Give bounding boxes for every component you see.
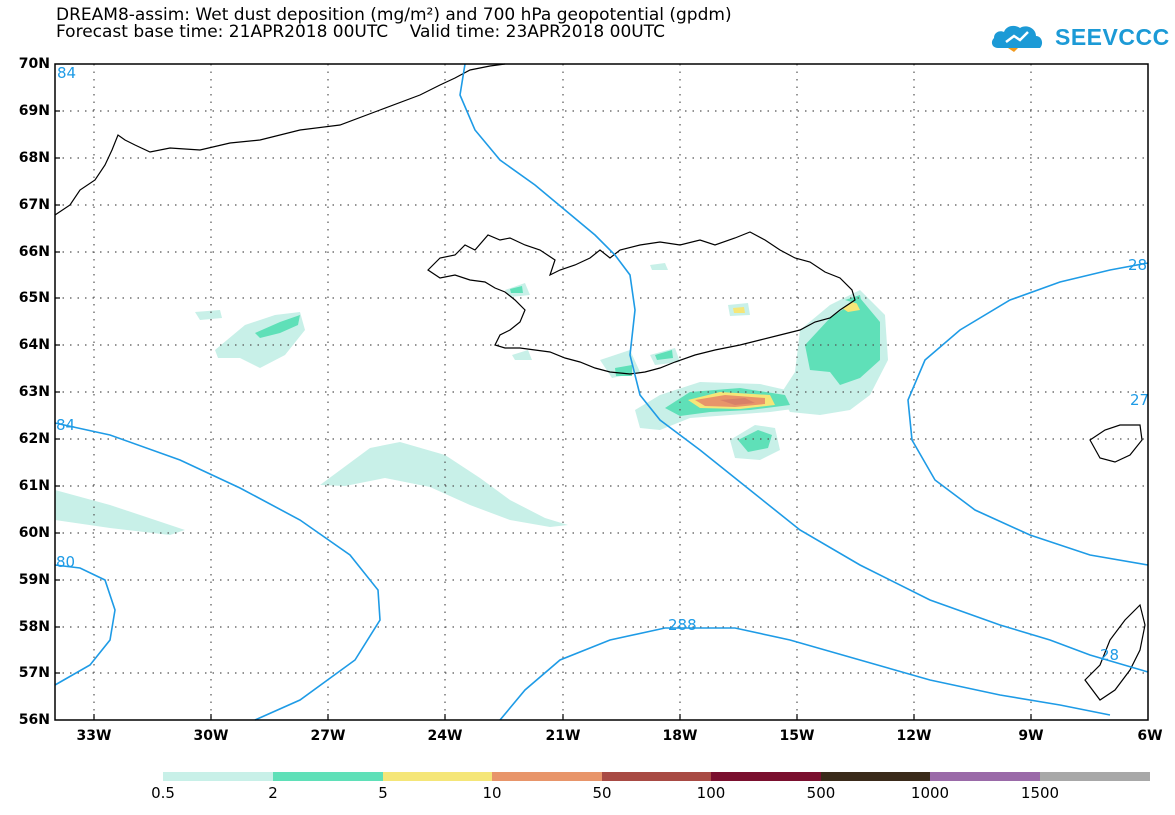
lat-label: 62N xyxy=(18,431,50,447)
colorbar-swatch xyxy=(492,772,602,781)
colorbar-label: 100 xyxy=(696,784,726,802)
colorbar-label: 10 xyxy=(482,784,502,802)
lat-label: 67N xyxy=(18,197,50,213)
lat-label: 69N xyxy=(18,103,50,119)
colorbar-label: 1500 xyxy=(1020,784,1060,802)
axis-ticks xyxy=(55,110,1032,720)
colorbar-label: 5 xyxy=(378,784,388,802)
dust-deposition-shading xyxy=(55,263,888,535)
colorbar-swatch xyxy=(821,772,930,781)
lat-label: 65N xyxy=(18,290,50,306)
colorbar-label: 0.5 xyxy=(151,784,175,802)
lat-label: 60N xyxy=(18,525,50,541)
contour-label: 28 xyxy=(1100,646,1119,664)
lat-label: 70N xyxy=(18,56,50,72)
colorbar-label: 1000 xyxy=(910,784,950,802)
lat-label: 63N xyxy=(18,384,50,400)
colorbar-swatch xyxy=(383,772,492,781)
colorbar-label: 50 xyxy=(592,784,612,802)
lon-label: 33W xyxy=(76,728,112,744)
contour-labels: 84 84 80 288 28 27 28 xyxy=(56,64,1149,664)
lat-label: 59N xyxy=(18,572,50,588)
lat-label: 58N xyxy=(18,619,50,635)
lon-label: 30W xyxy=(193,728,229,744)
map-subtitle: Forecast base time: 21APR2018 00UTC Vali… xyxy=(56,22,665,42)
lat-label: 64N xyxy=(18,337,50,353)
contour-label: 84 xyxy=(56,416,75,434)
lon-label: 24W xyxy=(427,728,463,744)
lon-label: 27W xyxy=(310,728,346,744)
lon-label: 12W xyxy=(896,728,932,744)
map-frame xyxy=(54,63,1149,721)
lon-label: 15W xyxy=(779,728,815,744)
lat-label: 68N xyxy=(18,150,50,166)
contour-label: 28 xyxy=(1128,256,1147,274)
lon-label: 6W xyxy=(1137,728,1163,744)
lat-label: 57N xyxy=(18,665,50,681)
colorbar-swatch xyxy=(163,772,273,781)
graticule xyxy=(55,64,1148,720)
coastlines xyxy=(54,63,1146,701)
geopotential-contours xyxy=(54,63,1149,721)
contour-label: 80 xyxy=(56,553,75,571)
lon-label: 21W xyxy=(545,728,581,744)
seevccc-cloud-icon xyxy=(991,25,1043,52)
colorbar-label: 2 xyxy=(268,784,278,802)
colorbar xyxy=(163,772,1150,781)
map-title: DREAM8-assim: Wet dust deposition (mg/m²… xyxy=(56,5,732,25)
lon-label: 18W xyxy=(662,728,698,744)
colorbar-swatch xyxy=(1040,772,1150,781)
colorbar-swatch xyxy=(273,772,383,781)
contour-label: 288 xyxy=(668,616,697,634)
colorbar-label: 500 xyxy=(806,784,836,802)
lat-label: 61N xyxy=(18,478,50,494)
lat-label: 56N xyxy=(18,712,50,728)
colorbar-swatch xyxy=(930,772,1040,781)
lon-label: 9W xyxy=(1018,728,1044,744)
colorbar-swatch xyxy=(711,772,821,781)
contour-label: 84 xyxy=(57,64,76,82)
logo-text: SEEVCCC xyxy=(1055,24,1170,50)
contour-label: 27 xyxy=(1130,391,1149,409)
lat-label: 66N xyxy=(18,244,50,260)
colorbar-swatch xyxy=(602,772,711,781)
